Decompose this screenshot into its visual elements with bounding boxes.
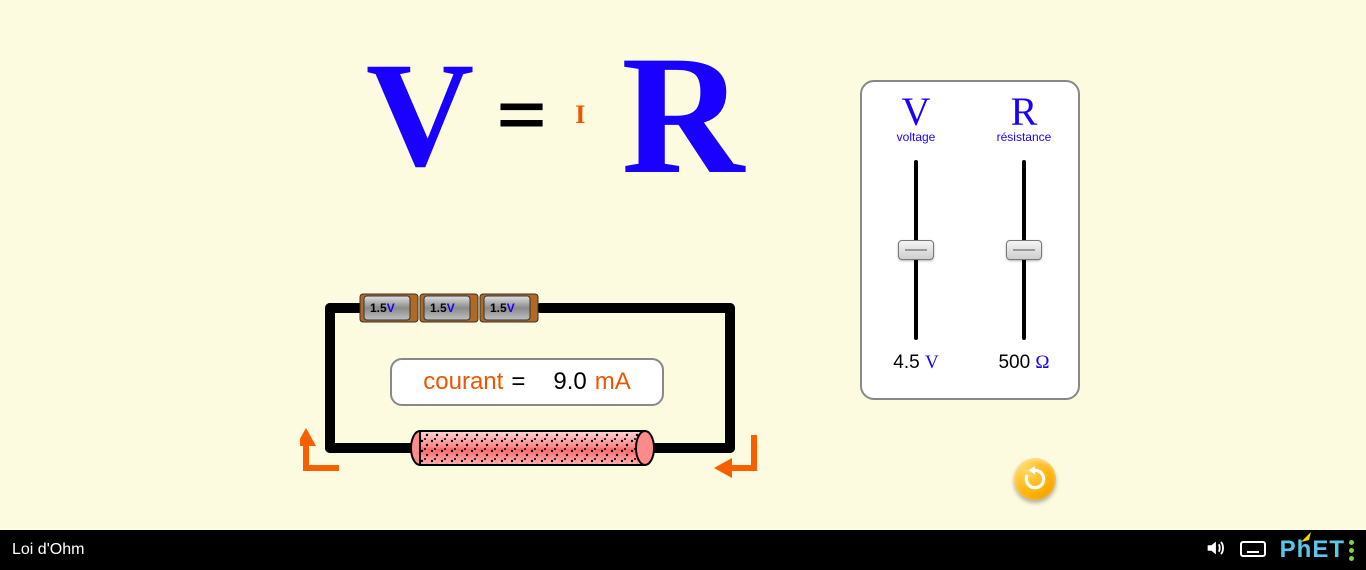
simulation-stage: V = I R V voltage 4.5 V R résistance 500	[0, 0, 1366, 530]
resistance-label: résistance	[997, 130, 1052, 144]
current-unit: mA	[595, 368, 631, 396]
formula-R: R	[621, 30, 744, 200]
resistance-slider-thumb[interactable]	[1006, 240, 1042, 260]
resistance-letter: R	[1011, 92, 1038, 132]
battery-group: 1.5V 1.5V 1.5V	[360, 294, 538, 322]
voltage-label: voltage	[897, 130, 936, 144]
resistance-slider-column: R résistance 500 Ω	[970, 92, 1078, 384]
sim-title: Loi d'Ohm	[12, 541, 1204, 559]
resistance-slider-track[interactable]	[1022, 160, 1026, 340]
reset-icon	[1022, 466, 1048, 492]
menu-dots-icon[interactable]	[1349, 540, 1354, 561]
resistance-unit: Ω	[1035, 352, 1049, 373]
current-value: 9.0	[553, 368, 586, 396]
resistance-value: 500	[998, 352, 1030, 373]
resistance-readout: 500 Ω	[998, 352, 1049, 374]
formula-V: V	[366, 40, 474, 190]
voltage-unit: V	[925, 352, 939, 373]
current-label: courant	[423, 368, 503, 396]
ohm-formula: V = I R	[280, 30, 830, 200]
voltage-readout: 4.5 V	[893, 352, 938, 374]
voltage-slider-column: V voltage 4.5 V	[862, 92, 970, 384]
control-panel: V voltage 4.5 V R résistance 500 Ω	[860, 80, 1080, 400]
current-readout-box: courant = 9.0 mA	[390, 358, 664, 406]
phet-logo[interactable]: PhET	[1280, 536, 1354, 564]
voltage-value: 4.5	[893, 352, 919, 373]
svg-text:1.5V: 1.5V	[490, 301, 515, 315]
circuit-diagram: 1.5V 1.5V 1.5V	[300, 288, 760, 488]
keyboard-icon[interactable]	[1240, 538, 1266, 563]
voltage-slider-track[interactable]	[914, 160, 918, 340]
bottom-bar: Loi d'Ohm PhET	[0, 530, 1366, 570]
voltage-letter: V	[902, 92, 931, 132]
current-equals: =	[511, 368, 525, 396]
audio-icon[interactable]	[1204, 537, 1226, 564]
formula-equals: =	[497, 85, 546, 145]
resistor	[411, 431, 654, 465]
svg-text:1.5V: 1.5V	[370, 301, 395, 315]
voltage-slider-thumb[interactable]	[898, 240, 934, 260]
formula-I: I	[575, 102, 585, 128]
svg-text:1.5V: 1.5V	[430, 301, 455, 315]
reset-button[interactable]	[1014, 458, 1056, 500]
